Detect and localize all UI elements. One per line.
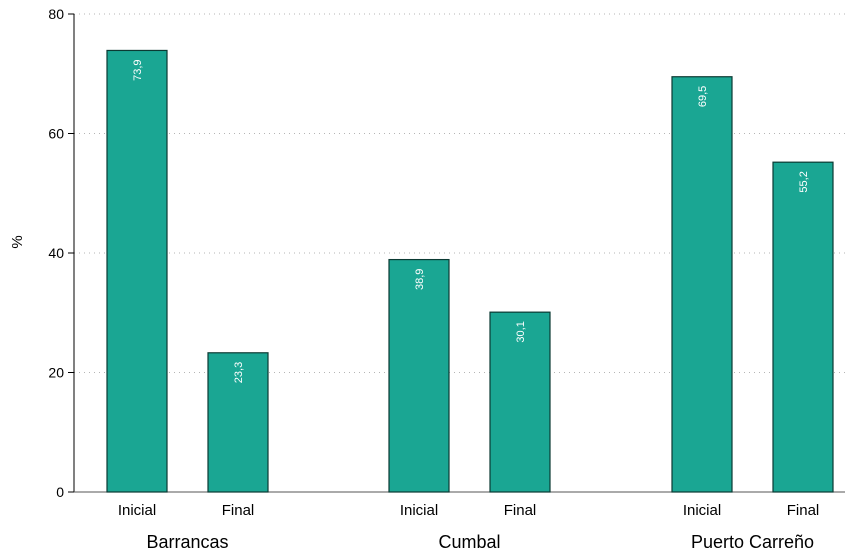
x-group-label: Barrancas — [146, 532, 228, 552]
x-group-label: Puerto Carreño — [691, 532, 814, 552]
bar — [772, 161, 834, 493]
x-category-label: Final — [787, 502, 820, 519]
bar-data-label: 73,9 — [132, 59, 144, 80]
bar — [489, 311, 551, 493]
x-category-label: Inicial — [118, 502, 156, 519]
bar — [207, 352, 269, 493]
y-tick-label: 40 — [48, 245, 64, 261]
x-category-label: Inicial — [400, 502, 438, 519]
bar-data-label: 30,1 — [515, 321, 527, 342]
bar — [106, 49, 168, 493]
x-category-label: Inicial — [683, 502, 721, 519]
y-tick-label: 20 — [48, 365, 64, 381]
bar-data-label: 38,9 — [414, 269, 426, 290]
bar — [388, 258, 450, 493]
y-axis-label: % — [9, 235, 26, 248]
bar-data-label: 69,5 — [697, 86, 709, 107]
y-tick-label: 0 — [56, 484, 64, 500]
y-tick-label: 60 — [48, 126, 64, 142]
bar-data-label: 55,2 — [798, 171, 810, 192]
gridlines — [74, 13, 845, 373]
bar — [671, 76, 733, 493]
bar-data-label: 23,3 — [233, 362, 245, 383]
bars: 73,9 23,3 38,9 30,1 69,5 55,2 — [106, 49, 834, 493]
x-group-label: Cumbal — [438, 532, 500, 552]
y-tick-label: 80 — [48, 6, 64, 22]
x-category-label: Final — [504, 502, 537, 519]
axis-labels: 0 20 40 60 80 Inicial Final Barrancas Inicial Fin… — [48, 6, 819, 552]
x-category-label: Final — [222, 502, 255, 519]
